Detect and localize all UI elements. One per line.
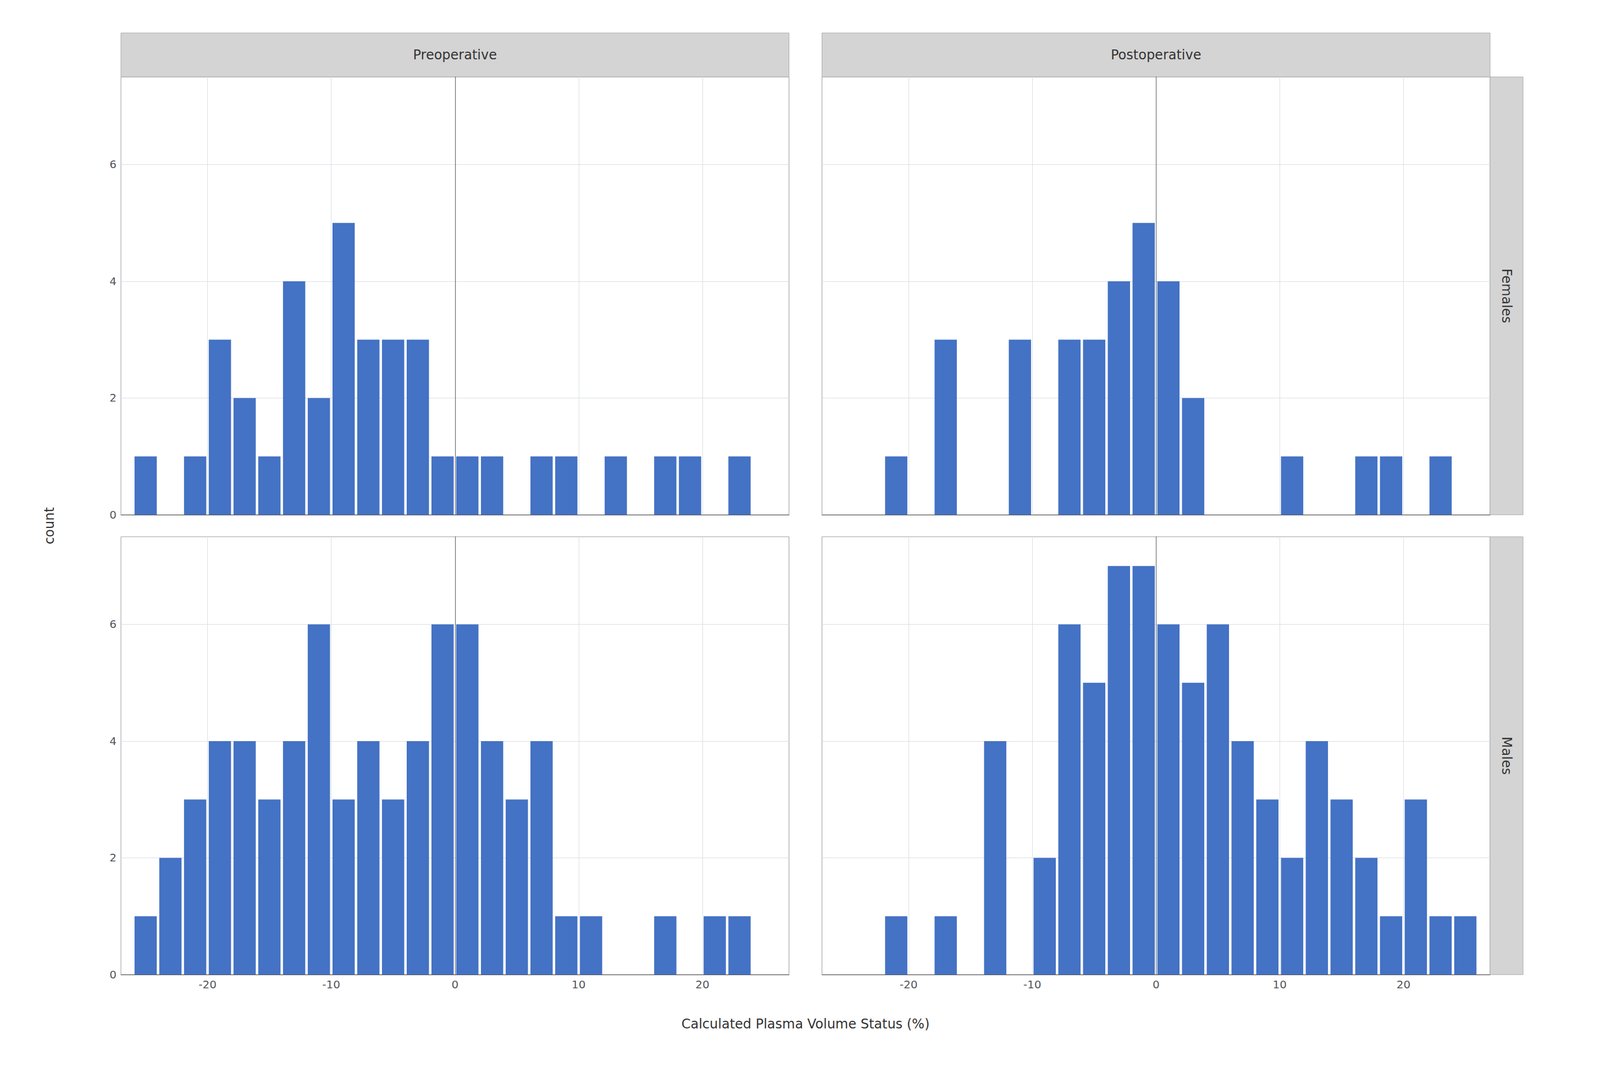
svg-text:Preoperative: Preoperative [413,47,497,63]
svg-text:4: 4 [109,734,117,749]
svg-text:10: 10 [571,978,586,992]
svg-text:2: 2 [109,851,117,865]
svg-text:-10: -10 [322,978,341,992]
svg-text:-20: -20 [198,978,217,992]
svg-text:count: count [41,507,58,545]
svg-text:Females: Females [1498,268,1515,324]
svg-text:0: 0 [1152,978,1160,992]
svg-text:Postoperative: Postoperative [1110,47,1202,63]
svg-text:0: 0 [109,508,117,522]
svg-text:20: 20 [695,978,710,992]
svg-text:6: 6 [109,157,117,171]
svg-text:10: 10 [1272,978,1287,992]
svg-text:Males: Males [1498,737,1515,775]
svg-text:20: 20 [1396,978,1411,992]
svg-text:4: 4 [109,274,117,289]
svg-text:6: 6 [109,617,117,631]
svg-text:2: 2 [109,391,117,405]
svg-text:-10: -10 [1023,978,1042,992]
svg-text:0: 0 [451,978,459,992]
svg-text:Calculated Plasma Volume Statu: Calculated Plasma Volume Status (%) [681,1016,930,1033]
svg-text:-20: -20 [899,978,918,992]
svg-text:0: 0 [109,968,117,982]
